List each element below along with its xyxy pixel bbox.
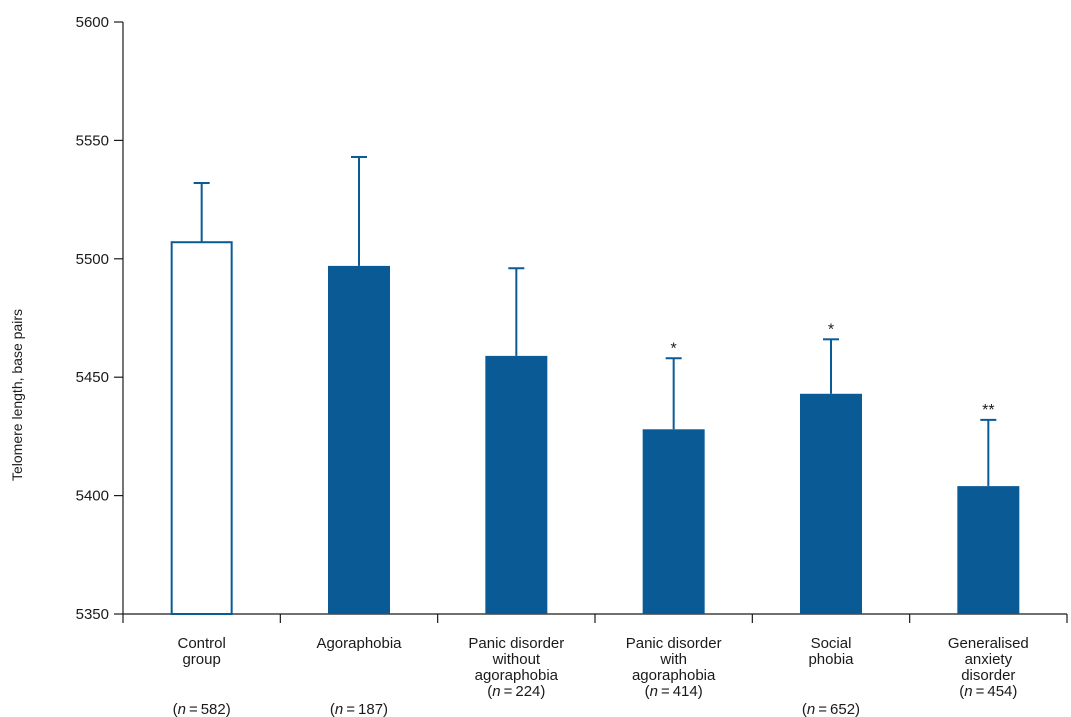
sample-size-label: (n = 454) bbox=[959, 683, 1017, 700]
category-label: Social bbox=[811, 635, 852, 652]
y-tick-label: 5450 bbox=[76, 369, 109, 386]
sample-size-label: (n = 582) bbox=[173, 701, 231, 717]
category-label: Control bbox=[177, 635, 225, 652]
significance-marker: * bbox=[828, 321, 834, 338]
bar bbox=[642, 429, 705, 614]
y-tick-label: 5500 bbox=[76, 251, 109, 268]
category-label: anxiety bbox=[965, 651, 1013, 668]
sample-size-label: (n = 224) bbox=[487, 683, 545, 700]
bars: **** bbox=[170, 155, 1020, 615]
y-tick-label: 5600 bbox=[76, 14, 109, 31]
category-label: phobia bbox=[808, 651, 854, 668]
y-tick-label: 5350 bbox=[76, 606, 109, 623]
sample-size-label: (n = 414) bbox=[645, 683, 703, 700]
x-axis bbox=[122, 613, 1068, 623]
y-axis-label: Telomere length, base pairs bbox=[9, 309, 25, 481]
category-label: Agoraphobia bbox=[316, 635, 402, 652]
category-label: agoraphobia bbox=[632, 667, 716, 684]
category-label: without bbox=[492, 651, 541, 668]
y-tick-label: 5400 bbox=[76, 488, 109, 505]
y-axis: 5350 5400 5450 5500 5550 5600 bbox=[76, 14, 124, 623]
bar bbox=[328, 265, 390, 614]
sample-size-label: (n = 187) bbox=[330, 701, 388, 717]
bar bbox=[485, 355, 548, 614]
significance-marker: * bbox=[671, 340, 677, 357]
category-label: agoraphobia bbox=[475, 667, 559, 684]
bar bbox=[800, 393, 862, 614]
category-label: with bbox=[659, 651, 687, 668]
sample-size-label: (n = 652) bbox=[802, 701, 860, 717]
category-label: disorder bbox=[961, 667, 1015, 684]
category-label: group bbox=[182, 651, 220, 668]
category-label: Panic disorder bbox=[468, 635, 564, 652]
bar bbox=[957, 486, 1020, 614]
bar bbox=[170, 241, 233, 615]
y-tick-label: 5550 bbox=[76, 132, 109, 149]
category-label: Generalised bbox=[948, 635, 1029, 652]
category-label: Panic disorder bbox=[626, 635, 722, 652]
significance-marker: ** bbox=[982, 402, 994, 419]
